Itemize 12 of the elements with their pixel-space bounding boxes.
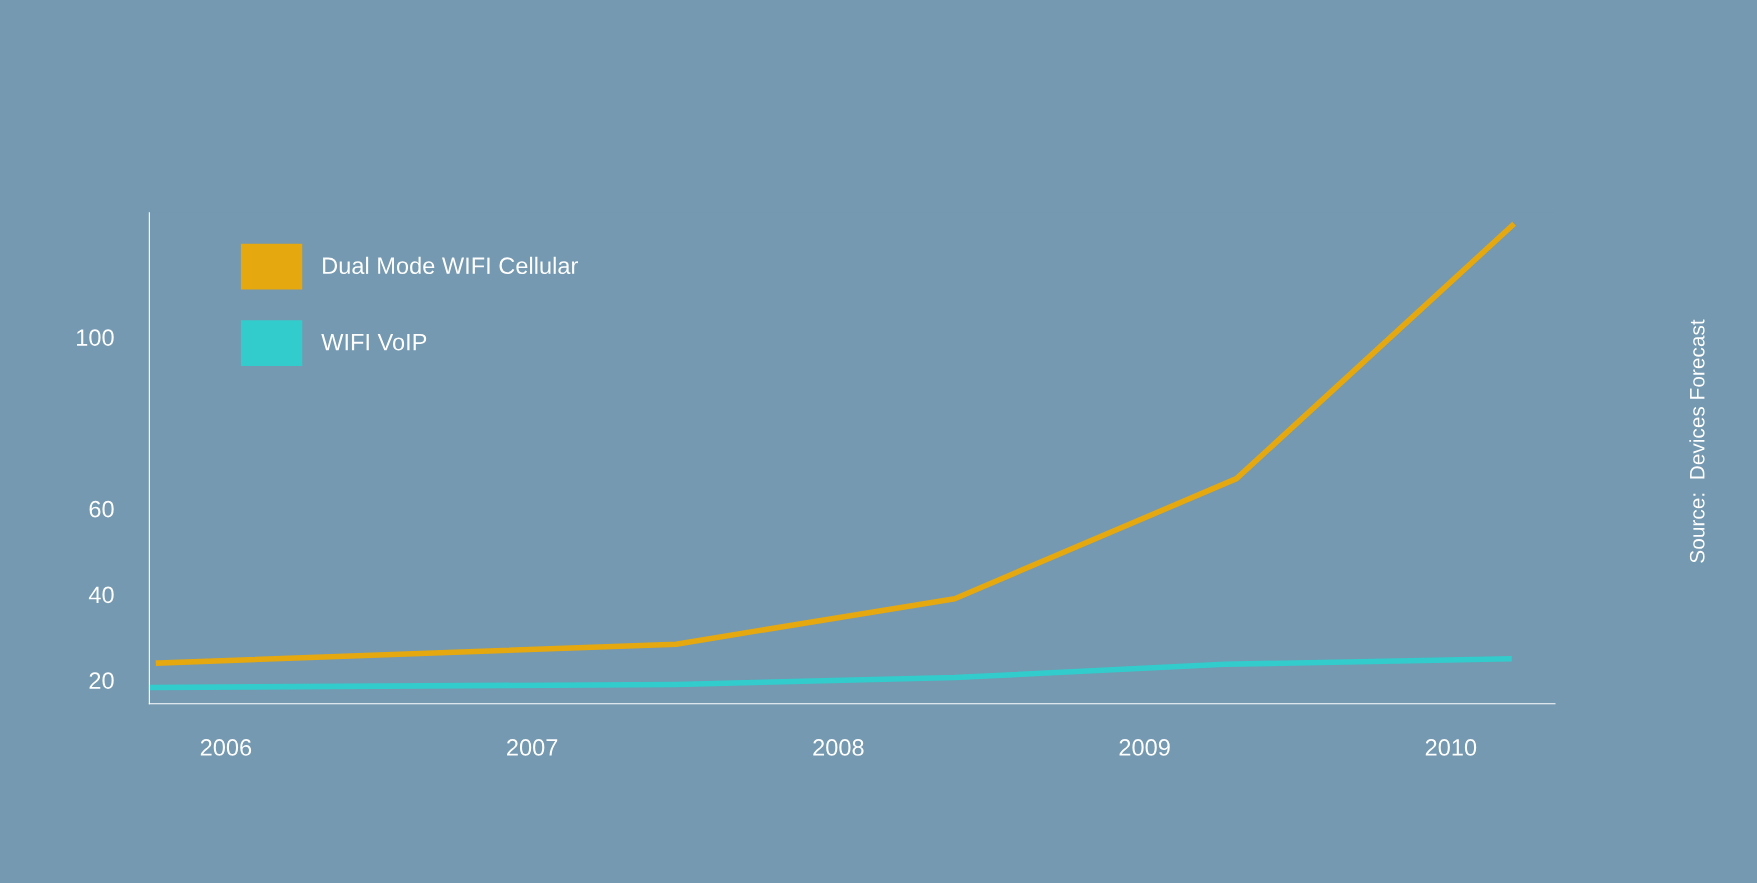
legend-label: Dual Mode WIFI Cellular [323, 256, 578, 275]
x-tick-label: 2007 [507, 739, 558, 756]
x-tick-label: 2009 [1119, 739, 1170, 756]
x-tick-label: 2008 [813, 739, 864, 756]
y-tick-label: 100 [77, 329, 114, 346]
y-tick-label: 40 [88, 586, 114, 604]
y-tick-label: 60 [89, 500, 114, 518]
x-tick-label: 2010 [1425, 739, 1477, 756]
y-tick-label: 20 [89, 672, 114, 689]
x-tick-label: 2006 [200, 739, 252, 756]
legend-label: WIFI VoIP [321, 334, 427, 351]
source-note: Source: Devices Forecast [1689, 319, 1705, 563]
